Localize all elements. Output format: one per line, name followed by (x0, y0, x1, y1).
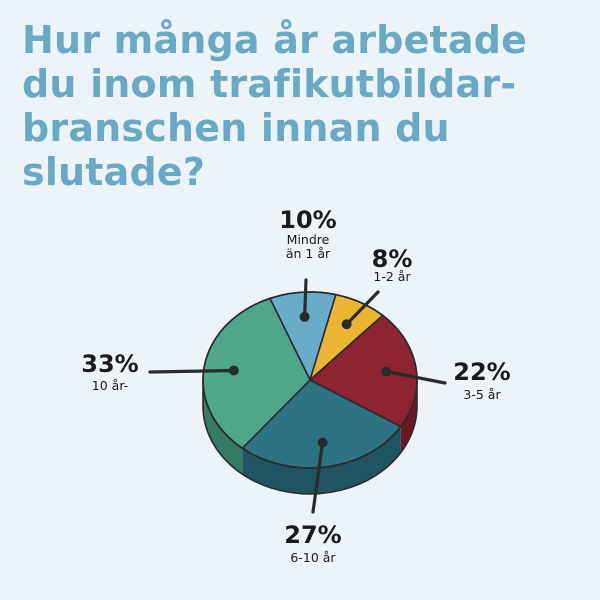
leader-dot-4 (317, 437, 328, 448)
chart-title: Hur många år arbetade du inom trafikutbi… (22, 18, 582, 194)
slice-pct-label-2: 8% (372, 245, 413, 273)
pie-base-outline (202, 380, 418, 495)
pie-side-walls (203, 380, 417, 494)
leader-dot-3 (381, 366, 392, 377)
slice-desc-label-1-2: än 1 år (286, 246, 331, 261)
leader-line-2 (345, 290, 380, 326)
leader-lines (148, 278, 447, 514)
slice-desc-label-2-1: 1-2 år (373, 269, 411, 284)
pie-side-4 (242, 426, 401, 494)
title-line-2: du inom trafikutbildar- (22, 62, 517, 106)
slice-desc-label-3-1: 3-5 år (463, 387, 501, 402)
leader-line-5 (148, 368, 236, 374)
leader-dot-5 (228, 365, 239, 376)
slice-pct-label-3: 22% (453, 358, 510, 386)
slice-desc-label-1-1: Mindre (287, 232, 330, 247)
leader-line-4 (311, 440, 325, 514)
title-line-3: branschen innan du (22, 106, 450, 150)
slice-pct-label-1: 10% (279, 206, 336, 234)
pie-side-3 (400, 380, 417, 453)
title-line-4: slutade? (22, 150, 206, 194)
pie-side-5 (203, 380, 243, 475)
leader-line-3 (384, 370, 447, 385)
slice-pct-label-4: 27% (284, 521, 341, 549)
leader-line-1 (303, 278, 308, 319)
leader-dot-1 (299, 311, 310, 322)
title-line-1: Hur många år arbetade (22, 18, 528, 62)
slice-desc-label-4-1: 6-10 år (290, 550, 336, 565)
slice-pct-label-5: 33% (81, 350, 138, 378)
leader-dot-2 (341, 319, 352, 330)
slice-desc-label-5-1: 10 år- (92, 378, 128, 393)
pie-top (202, 291, 418, 469)
